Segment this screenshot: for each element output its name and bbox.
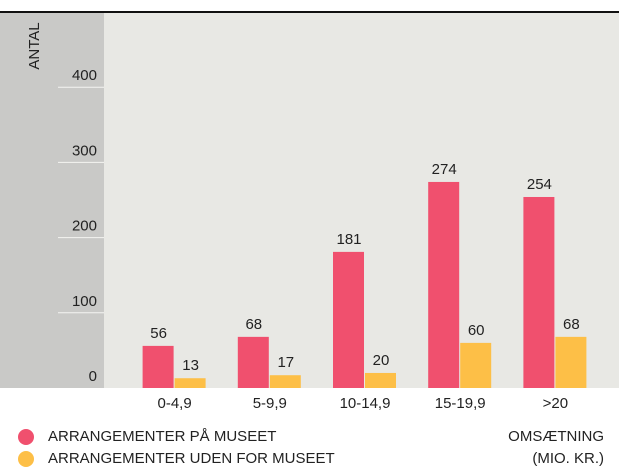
bar — [333, 251, 364, 388]
axis-band — [0, 12, 104, 388]
legend-swatch — [18, 451, 34, 467]
legend-swatch — [18, 429, 34, 445]
bar — [142, 345, 174, 388]
data-label: 68 — [563, 316, 580, 333]
bar — [460, 342, 492, 388]
bar — [174, 378, 206, 388]
data-label: 60 — [468, 322, 485, 339]
y-axis-label: ANTAL — [26, 22, 43, 69]
bar — [365, 372, 396, 388]
x-axis-label: (MIO. KR.) — [532, 450, 604, 467]
data-label: 13 — [182, 357, 199, 374]
data-label: 56 — [150, 325, 167, 342]
data-label: 181 — [336, 231, 361, 248]
x-tick-label: 15-19,9 — [435, 395, 486, 412]
data-label: 68 — [245, 316, 262, 333]
y-tick-label: 400 — [72, 67, 97, 84]
legend-label: ARRANGEMENTER UDEN FOR MUSEET — [48, 450, 335, 467]
x-tick-label: 10-14,9 — [340, 395, 391, 412]
legend-label: ARRANGEMENTER PÅ MUSEET — [48, 428, 276, 445]
y-tick-label: 200 — [72, 218, 97, 235]
y-tick-label: 100 — [72, 293, 97, 310]
data-label: 20 — [373, 352, 390, 369]
data-label: 254 — [527, 176, 552, 193]
bar — [555, 336, 587, 388]
x-tick-label: >20 — [543, 395, 568, 412]
x-tick-label: 0-4,9 — [157, 395, 191, 412]
y-tick-label: 300 — [72, 142, 97, 159]
bar — [523, 196, 555, 388]
bar — [428, 181, 460, 388]
bar — [237, 336, 269, 388]
data-label: 17 — [277, 354, 294, 371]
bar — [269, 375, 301, 388]
x-axis-label: OMSÆTNING — [508, 428, 604, 445]
x-tick-label: 5-9,9 — [253, 395, 287, 412]
data-label: 274 — [432, 161, 457, 178]
y-tick-label: 0 — [89, 368, 97, 385]
